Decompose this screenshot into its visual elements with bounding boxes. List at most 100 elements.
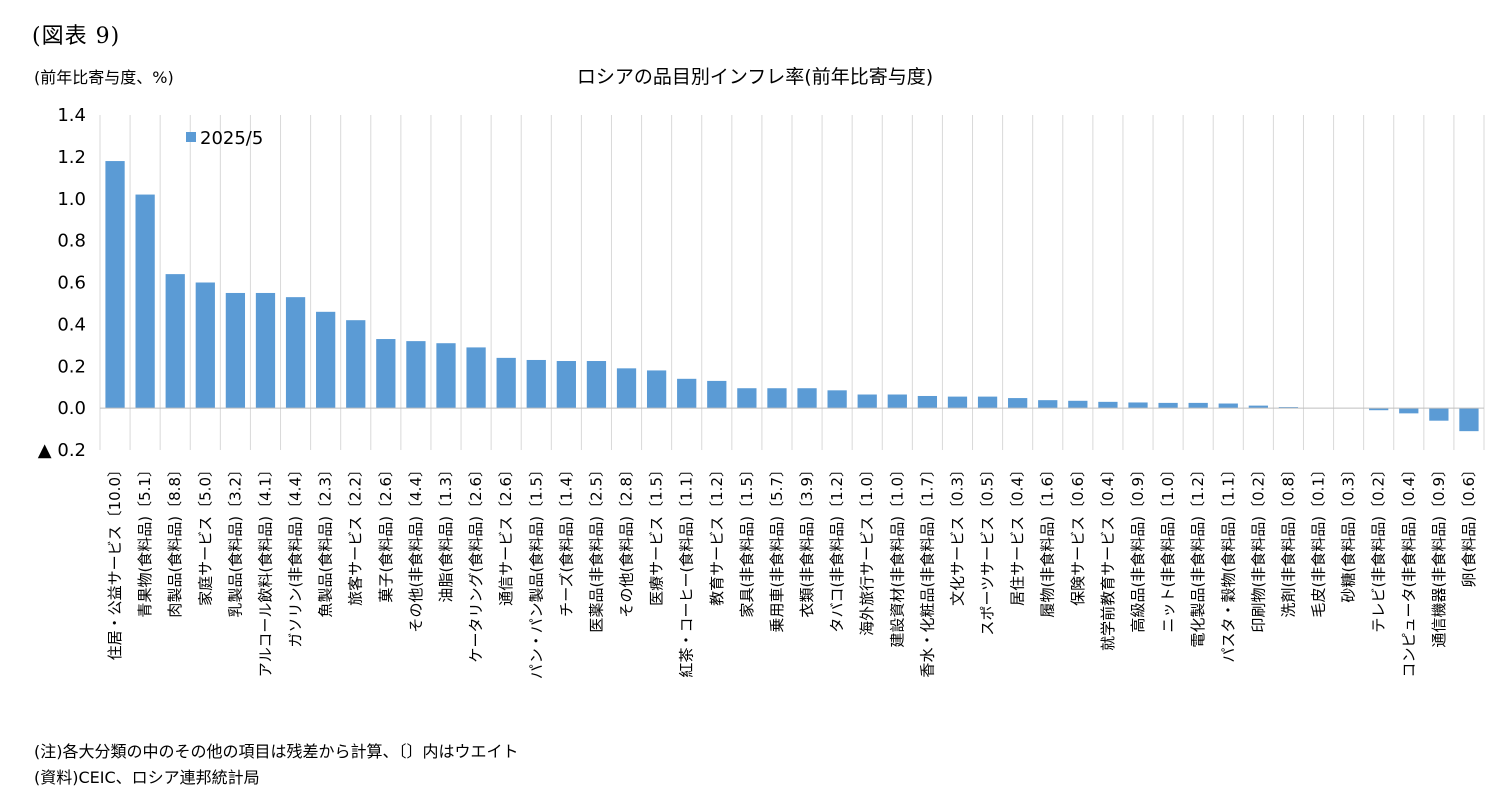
figure-number: (図表 9) bbox=[32, 24, 121, 49]
category-label: 紅茶・コーヒー(食料品)〔1.1〕 bbox=[678, 462, 696, 678]
bar bbox=[586, 361, 607, 409]
category-label: 居住サービス〔0.4〕 bbox=[1009, 462, 1027, 606]
bar bbox=[436, 343, 456, 409]
bar bbox=[1218, 403, 1238, 409]
category-label: 家庭サービス〔5.0〕 bbox=[196, 462, 214, 606]
bar bbox=[947, 396, 968, 409]
y-tick-label: 1.0 bbox=[57, 189, 86, 210]
bar bbox=[917, 395, 938, 409]
y-tick-label: 0.4 bbox=[57, 314, 86, 335]
bar bbox=[1399, 408, 1419, 414]
bar bbox=[225, 292, 246, 409]
y-tick-label: 0.2 bbox=[57, 356, 86, 377]
bar bbox=[1278, 407, 1299, 409]
grid-lines bbox=[99, 115, 1485, 450]
bar bbox=[406, 341, 426, 409]
bar bbox=[827, 390, 847, 409]
category-label: パスタ・穀物(食料品)〔1.1〕 bbox=[1219, 462, 1237, 663]
legend-swatch bbox=[186, 132, 196, 142]
category-label: 教育サービス〔1.2〕 bbox=[708, 462, 726, 606]
footnote: (注)各大分類の中のその他の項目は残差から計算、〔〕内はウエイト bbox=[34, 742, 519, 761]
category-label: 文化サービス〔0.3〕 bbox=[948, 462, 966, 606]
category-labels: 住居・公益サービス〔10.0〕 青果物(食料品)〔5.1〕 肉製品(食料品)〔8.8… bbox=[106, 462, 1478, 679]
bar bbox=[165, 274, 185, 409]
bar bbox=[1128, 402, 1148, 409]
category-label: 履物(非食料品)〔1.6〕 bbox=[1039, 462, 1057, 618]
category-label: 毛皮(非食料品)〔0.1〕 bbox=[1310, 462, 1328, 618]
category-label: 保険サービス〔0.6〕 bbox=[1069, 462, 1087, 606]
y-tick-label: 0.8 bbox=[57, 231, 86, 252]
category-label: 電化製品(非食料品)〔1.2〕 bbox=[1189, 462, 1207, 648]
category-label: タバコ(非食料品)〔1.2〕 bbox=[828, 462, 846, 633]
bar bbox=[1098, 401, 1118, 409]
bar bbox=[526, 359, 546, 409]
y-tick-label: 1.2 bbox=[57, 147, 86, 168]
category-label: 家具(非食料品)〔1.5〕 bbox=[738, 462, 756, 618]
category-label: 乗用車(非食料品)〔5.7〕 bbox=[768, 462, 786, 633]
category-label: 建設資材(非食料品)〔1.0〕 bbox=[888, 462, 906, 648]
category-label: 通信機器(非食料品)〔0.9〕 bbox=[1430, 462, 1448, 648]
category-label: コンピュータ(非食料品)〔0.4〕 bbox=[1400, 462, 1418, 678]
category-label: ガソリン(非食料品)〔4.4〕 bbox=[287, 462, 305, 648]
source-note: (資料)CEIC、ロシア連邦統計局 bbox=[34, 768, 260, 787]
bar bbox=[887, 394, 907, 409]
bar bbox=[556, 361, 576, 409]
bar bbox=[1068, 400, 1088, 409]
bar bbox=[1369, 408, 1389, 411]
bar bbox=[1158, 402, 1178, 409]
bar bbox=[105, 161, 125, 409]
bar bbox=[797, 388, 817, 409]
category-label: スポーツサービス〔0.5〕 bbox=[979, 462, 997, 636]
bar bbox=[1008, 398, 1028, 409]
category-label: 砂糖(食料品)〔0.3〕 bbox=[1340, 462, 1358, 603]
y-tick-label: 0.0 bbox=[57, 398, 86, 419]
bar bbox=[646, 370, 667, 409]
y-tick-label: 0.6 bbox=[57, 273, 86, 294]
bar bbox=[376, 339, 396, 409]
category-label: その他(非食料品)〔4.4〕 bbox=[407, 462, 425, 633]
category-label: 高級品(非食料品)〔0.9〕 bbox=[1129, 462, 1147, 633]
y-tick-label: 1.4 bbox=[57, 105, 86, 126]
bar bbox=[1459, 408, 1479, 432]
legend: 2025/5 bbox=[186, 128, 263, 149]
category-label: 油脂(食料品)〔1.3〕 bbox=[437, 462, 455, 603]
bar bbox=[616, 368, 637, 409]
category-label: 魚製品(食料品)〔2.3〕 bbox=[317, 462, 335, 618]
y-axis-unit-label: (前年比寄与度、%) bbox=[34, 68, 174, 87]
y-tick-label: ▲ 0.2 bbox=[38, 440, 86, 461]
bar bbox=[1188, 402, 1208, 409]
bar bbox=[285, 297, 306, 409]
category-label: 肉製品(食料品)〔8.8〕 bbox=[166, 462, 184, 618]
bar bbox=[346, 320, 366, 409]
category-label: 衣類(非食料品)〔3.9〕 bbox=[798, 462, 816, 618]
bar bbox=[496, 357, 516, 409]
bar bbox=[677, 378, 697, 409]
category-label: 印刷物(非食料品)〔0.2〕 bbox=[1249, 462, 1267, 633]
bar bbox=[707, 380, 727, 409]
category-label: 洗剤(非食料品)〔0.8〕 bbox=[1279, 462, 1297, 618]
bar bbox=[316, 311, 336, 409]
category-label: 医薬品(非食料品)〔2.5〕 bbox=[587, 462, 605, 633]
category-label: 卵(食料品)〔0.6〕 bbox=[1460, 462, 1478, 588]
category-label: 乳製品(食料品)〔3.2〕 bbox=[226, 462, 244, 618]
category-label: 菓子(食料品)〔2.6〕 bbox=[377, 462, 395, 603]
y-tick-labels: 1.4 1.2 1.0 0.8 0.6 0.4 0.2 0.0 ▲ 0.2 bbox=[38, 105, 86, 461]
category-label: パン・パン製品(食料品)〔1.5〕 bbox=[527, 462, 545, 679]
chart-title: ロシアの品目別インフレ率(前年比寄与度) bbox=[576, 66, 934, 88]
bar bbox=[977, 396, 998, 409]
category-label: 住居・公益サービス〔10.0〕 bbox=[106, 462, 124, 660]
category-label: ニット(非食料品)〔1.0〕 bbox=[1159, 462, 1177, 633]
bar bbox=[195, 282, 215, 409]
bar bbox=[737, 388, 757, 409]
bar bbox=[857, 394, 877, 409]
bar bbox=[135, 194, 155, 409]
category-label: 青果物(食料品)〔5.1〕 bbox=[136, 462, 154, 618]
category-label: チーズ(食料品)〔1.4〕 bbox=[557, 462, 575, 617]
category-label: ケータリング(食料品)〔2.6〕 bbox=[467, 462, 485, 663]
bar bbox=[1248, 405, 1268, 409]
category-label: 通信サービス〔2.6〕 bbox=[497, 462, 515, 606]
category-label: 香水・化粧品(非食料品)〔1.7〕 bbox=[918, 462, 936, 678]
bar bbox=[1038, 400, 1058, 409]
category-label: アルコール飲料(食料品)〔4.1〕 bbox=[256, 462, 274, 677]
